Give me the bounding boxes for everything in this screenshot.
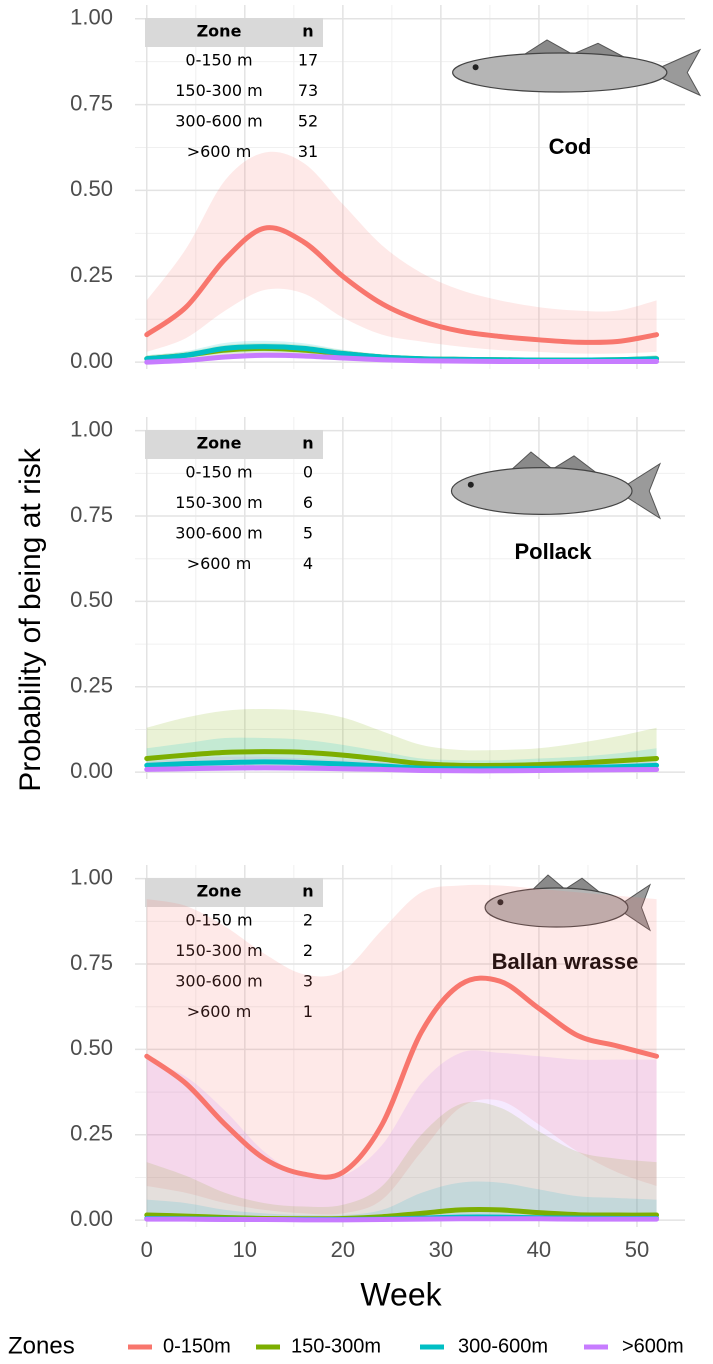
y-tick-label: 1.00: [70, 5, 113, 30]
y-tick-label: 0.25: [70, 1121, 113, 1146]
series-line: [144, 765, 660, 774]
table-header-cell: n: [302, 882, 313, 901]
y-tick-label: 0.25: [70, 673, 113, 698]
table-header: [145, 18, 323, 47]
x-tick-label: 20: [331, 1237, 355, 1262]
fish-eye: [472, 64, 479, 71]
fish-tail: [615, 883, 652, 932]
table-cell: 0-150 m: [185, 463, 252, 482]
x-tick-label: 50: [625, 1237, 649, 1262]
series-line: [144, 975, 660, 1180]
y-tick-label: 0.25: [70, 262, 113, 287]
table-cell: 150-300 m: [175, 493, 263, 512]
confidence-band: [146, 1050, 657, 1221]
y-tick-label: 0.00: [70, 758, 113, 783]
x-tick-label: 40: [527, 1237, 551, 1262]
table-cell: 300-600 m: [175, 972, 263, 991]
table-cell: >600 m: [187, 142, 252, 161]
table-cell: 0-150 m: [185, 911, 252, 930]
x-axis-label: Week: [360, 1276, 442, 1312]
table-cell: 2: [303, 941, 313, 960]
fish-eye: [467, 481, 474, 488]
legend-label: >600m: [622, 1335, 684, 1357]
table-cell: 300-600 m: [175, 112, 263, 131]
y-tick-label: 0.50: [70, 176, 113, 201]
table-header-cell: Zone: [197, 882, 242, 901]
species-label: Ballan wrasse: [492, 949, 639, 974]
fish-illustration: [452, 39, 702, 97]
plots: 0.00 0.25 0.50 0.75 1.00 Zone n 0-150 m 17 150-30…: [70, 5, 702, 1357]
series-line: [144, 1216, 660, 1223]
table-header: [145, 430, 323, 459]
table-cell: 0: [303, 463, 313, 482]
confidence-band: [146, 884, 657, 1215]
legend-title: Zones: [8, 1332, 75, 1359]
y-tick-label: 0.50: [70, 1035, 113, 1060]
table-cell: 3: [303, 972, 313, 991]
table-cell: 300-600 m: [175, 524, 263, 543]
table-cell: >600 m: [187, 554, 252, 573]
table-cell: 0-150 m: [185, 51, 252, 70]
table-cell: 5: [303, 524, 313, 543]
fish-illustration: [450, 451, 662, 520]
x-tick-label: 30: [429, 1237, 453, 1262]
fish-body: [452, 52, 668, 93]
table-cell: 2: [303, 911, 313, 930]
confidence-band: [146, 708, 657, 771]
fish-tail: [647, 48, 702, 97]
y-tick-label: 0.75: [70, 90, 113, 115]
fish-illustration: [484, 874, 652, 932]
table-header: [145, 878, 323, 907]
confidence-band: [146, 1101, 657, 1221]
confidence-band: [146, 151, 657, 354]
fish-eye: [497, 899, 504, 906]
y-tick-label: 0.75: [70, 950, 113, 975]
table-cell: 17: [298, 51, 318, 70]
table-cell: >600 m: [187, 1002, 252, 1021]
legend-label: 300-600m: [458, 1335, 548, 1357]
y-tick-label: 0.75: [70, 502, 113, 527]
table-header-cell: n: [302, 434, 313, 453]
species-label: Cod: [549, 134, 592, 159]
table-header-cell: Zone: [197, 22, 242, 41]
y-tick-label: 0.50: [70, 587, 113, 612]
y-tick-label: 1.00: [70, 864, 113, 889]
x-tick-label: 10: [233, 1237, 257, 1262]
y-tick-label: 1.00: [70, 416, 113, 441]
series-line: [144, 225, 660, 345]
table-cell: 73: [298, 81, 318, 100]
table-header-cell: Zone: [197, 434, 242, 453]
table-cell: 31: [298, 142, 318, 161]
x-tick-label: 0: [141, 1237, 153, 1262]
table-cell: 6: [303, 493, 313, 512]
fish-body: [450, 467, 633, 516]
series-line: [144, 749, 660, 768]
table-cell: 150-300 m: [175, 81, 263, 100]
y-tick-label: 0.00: [70, 1206, 113, 1231]
table-cell: 52: [298, 112, 318, 131]
legend-label: 0-150m: [163, 1335, 231, 1357]
legend-label: 150-300m: [291, 1335, 381, 1357]
table-cell: 1: [303, 1002, 313, 1021]
fish-body: [484, 887, 629, 928]
table-cell: 4: [303, 554, 313, 573]
y-tick-label: 0.00: [70, 348, 113, 373]
species-label: Pollack: [514, 539, 592, 564]
series-line: [144, 352, 660, 365]
y-axis-label: Probability of being at risk: [14, 447, 47, 792]
table-cell: 150-300 m: [175, 941, 263, 960]
fish-tail: [616, 462, 662, 520]
table-header-cell: n: [302, 22, 313, 41]
